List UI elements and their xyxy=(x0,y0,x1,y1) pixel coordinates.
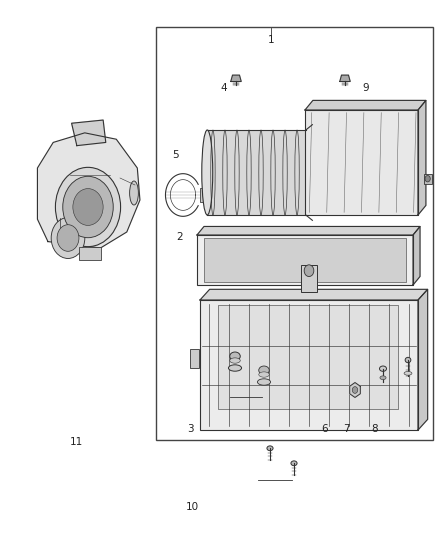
Ellipse shape xyxy=(379,366,386,372)
Bar xyxy=(190,349,199,368)
Ellipse shape xyxy=(291,461,297,466)
Bar xyxy=(204,238,406,282)
Ellipse shape xyxy=(259,366,269,375)
Bar xyxy=(200,188,211,202)
Bar xyxy=(424,174,431,183)
Polygon shape xyxy=(231,75,241,82)
Text: 9: 9 xyxy=(362,83,369,93)
Circle shape xyxy=(63,176,113,238)
Ellipse shape xyxy=(130,181,138,205)
Bar xyxy=(200,300,418,430)
Text: 10: 10 xyxy=(186,503,199,512)
Circle shape xyxy=(57,225,79,251)
Text: 6: 6 xyxy=(321,424,328,434)
Polygon shape xyxy=(200,289,427,300)
Text: 1: 1 xyxy=(268,35,275,45)
Text: 4: 4 xyxy=(220,83,227,93)
Ellipse shape xyxy=(230,358,240,363)
Polygon shape xyxy=(197,227,420,235)
Ellipse shape xyxy=(202,130,213,215)
Ellipse shape xyxy=(404,372,412,375)
Text: 7: 7 xyxy=(343,424,350,434)
Text: 11: 11 xyxy=(70,438,83,447)
Circle shape xyxy=(352,386,358,393)
Bar xyxy=(156,27,433,440)
Bar xyxy=(197,235,413,285)
Polygon shape xyxy=(413,227,420,285)
Ellipse shape xyxy=(259,372,269,377)
Circle shape xyxy=(425,175,430,182)
Ellipse shape xyxy=(380,376,386,379)
Polygon shape xyxy=(418,100,426,215)
Text: 3: 3 xyxy=(187,424,194,434)
Ellipse shape xyxy=(258,379,271,385)
Bar xyxy=(218,305,398,409)
Ellipse shape xyxy=(405,357,411,362)
Bar xyxy=(301,265,317,292)
Polygon shape xyxy=(418,289,427,430)
Bar xyxy=(305,110,418,215)
Bar xyxy=(305,110,418,215)
Polygon shape xyxy=(350,383,360,398)
Circle shape xyxy=(304,265,314,277)
Bar xyxy=(200,300,418,430)
Bar xyxy=(79,247,101,260)
Ellipse shape xyxy=(267,446,273,451)
Circle shape xyxy=(51,217,85,259)
Polygon shape xyxy=(37,133,140,248)
Circle shape xyxy=(73,189,103,225)
Bar xyxy=(207,130,308,215)
Polygon shape xyxy=(340,75,350,82)
Ellipse shape xyxy=(229,365,242,371)
Polygon shape xyxy=(305,100,426,110)
Text: 2: 2 xyxy=(176,232,183,242)
Text: 8: 8 xyxy=(371,424,378,434)
Ellipse shape xyxy=(230,352,240,360)
Polygon shape xyxy=(71,120,106,146)
Circle shape xyxy=(56,167,120,247)
Text: 5: 5 xyxy=(172,150,179,159)
